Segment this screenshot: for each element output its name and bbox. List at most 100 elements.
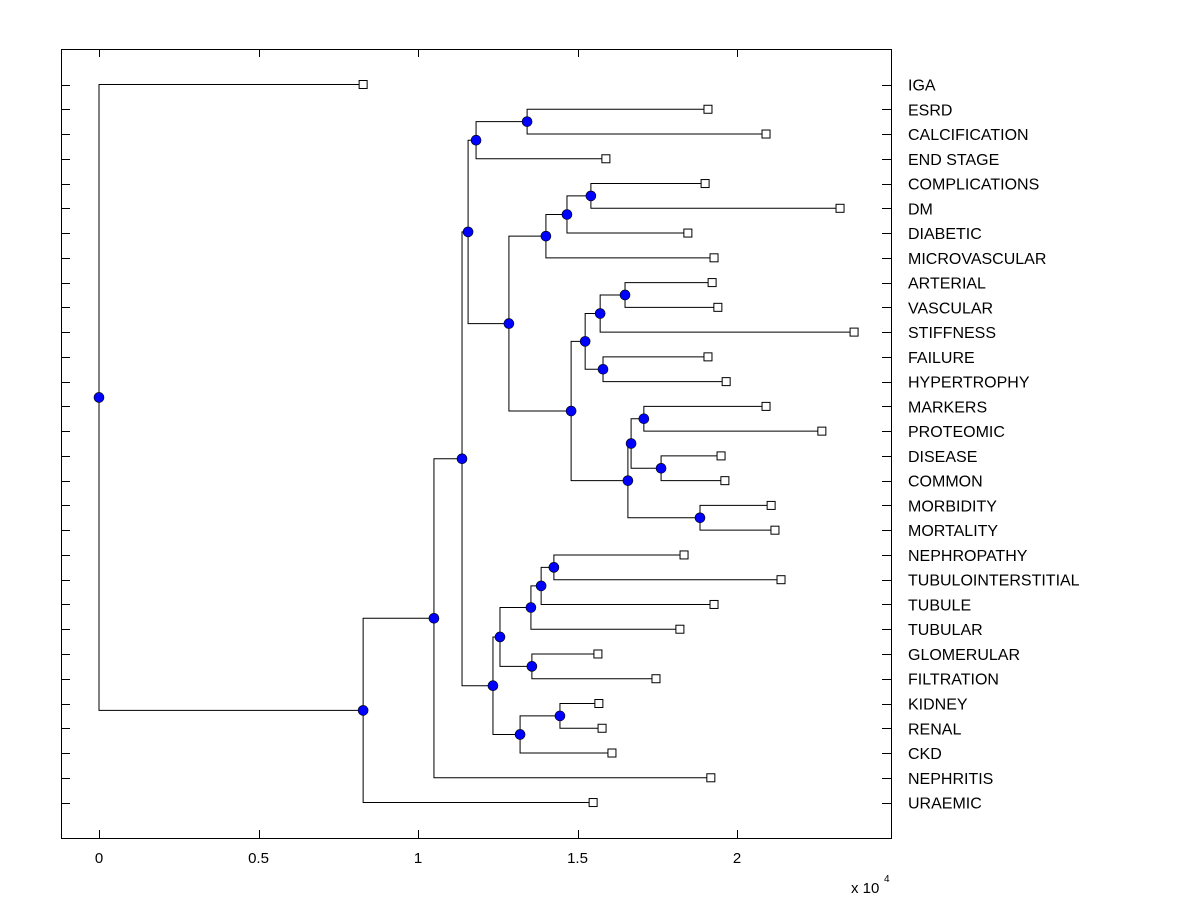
node-marker <box>694 512 706 524</box>
branch-line <box>559 703 599 716</box>
branch-line <box>531 653 598 667</box>
branch-line <box>526 108 708 122</box>
node-marker <box>525 602 537 613</box>
leaf-marker <box>849 327 859 337</box>
leaf-label: MARKERS <box>908 399 987 416</box>
leaf-marker <box>683 228 693 238</box>
branch-line <box>461 458 493 687</box>
leaf-markers <box>358 80 859 808</box>
x-multiplier-label: x 10 <box>851 880 879 897</box>
leaf-marker <box>358 80 368 89</box>
leaf-label: GLOMERULAR <box>908 647 1020 664</box>
leaf-label: END STAGE <box>908 152 999 169</box>
branch-line <box>584 341 604 370</box>
leaf-label: PROTEOMIC <box>908 424 1005 441</box>
node-marker <box>503 318 515 329</box>
leaf-label: VASCULAR <box>908 300 993 317</box>
leaf-label: NEPHROPATHY <box>908 548 1028 565</box>
node-marker <box>585 190 597 202</box>
leaf-marker <box>597 723 607 733</box>
branch-line <box>492 685 521 735</box>
branch-line <box>433 458 463 619</box>
node-marker <box>514 729 526 740</box>
leaf-marker <box>675 624 685 634</box>
leaf-marker <box>601 154 611 164</box>
leaf-marker <box>761 129 771 139</box>
branch-line <box>362 617 434 711</box>
branch-line <box>540 585 715 605</box>
branch-line <box>545 213 567 237</box>
leaf-marker <box>679 550 689 560</box>
branch-line <box>475 140 606 160</box>
leaf-marker <box>700 179 710 189</box>
branch-line <box>499 636 532 667</box>
leaf-label: DIABETIC <box>908 226 982 243</box>
leaf-label: COMMON <box>908 474 983 491</box>
x-multiplier-exponent: 4 <box>884 874 890 885</box>
x-tick-label: 1 <box>414 850 422 867</box>
branch-line <box>553 554 685 568</box>
branch-line <box>602 369 727 383</box>
x-tick-label: 0 <box>95 850 103 867</box>
branch-line <box>599 313 855 333</box>
branch-line <box>566 214 688 234</box>
leaf-label: URAEMIC <box>908 796 982 813</box>
leaf-labels: IGA ESRD CALCIFICATION END STAGE COMPLICATIO… <box>908 78 1080 813</box>
branch-line <box>699 517 775 531</box>
branch-line <box>599 294 626 314</box>
leaf-label: COMPLICATIONS <box>908 177 1039 194</box>
leaf-label: ESRD <box>908 102 952 119</box>
node-marker <box>597 363 609 375</box>
branch-line <box>508 323 572 412</box>
leaf-label: NEPHRITIS <box>908 771 993 788</box>
leaf-label: CKD <box>908 746 942 763</box>
node-marker <box>548 562 560 573</box>
leaf-label: FAILURE <box>908 350 975 367</box>
leaf-label: FILTRATION <box>908 672 999 689</box>
leaf-marker <box>716 451 726 461</box>
node-marker <box>594 308 606 319</box>
node-marker <box>622 475 634 486</box>
leaf-label: DM <box>908 201 933 218</box>
branch-line <box>590 195 841 209</box>
branch-line <box>492 636 500 686</box>
branch-line <box>559 715 603 729</box>
leaf-label: IGA <box>908 78 936 95</box>
leaf-label: STIFFNESS <box>908 325 996 342</box>
branch-line <box>467 231 509 325</box>
branch-line <box>519 715 560 735</box>
leaf-marker <box>703 104 713 114</box>
leaf-label: MORTALITY <box>908 523 998 540</box>
node-marker <box>554 710 566 722</box>
branch-line <box>499 607 531 637</box>
leaf-label: DISEASE <box>908 449 977 466</box>
leaf-marker <box>703 352 713 362</box>
leaf-label: TUBULE <box>908 597 971 614</box>
leaf-marker <box>770 525 780 535</box>
branch-line <box>362 710 594 804</box>
branch-line <box>526 121 767 135</box>
node-marker <box>625 438 637 449</box>
node-marker <box>535 580 547 592</box>
leaf-label: RENAL <box>908 721 961 738</box>
node-marker <box>487 680 499 692</box>
branch-line <box>627 480 700 519</box>
branch-line <box>508 235 546 324</box>
node-marker <box>494 631 506 643</box>
node-markers <box>93 116 706 740</box>
axes-frame <box>61 49 892 839</box>
branch-line <box>461 231 469 459</box>
node-marker <box>565 405 577 417</box>
leaf-marker <box>607 748 617 758</box>
node-marker <box>428 612 440 624</box>
branch-line <box>475 121 528 141</box>
leaf-marker <box>713 302 723 312</box>
branch-line <box>531 666 656 680</box>
branch-line <box>570 340 586 412</box>
node-marker <box>456 453 468 465</box>
leaf-marker <box>706 773 716 783</box>
leaf-marker <box>721 377 731 387</box>
branch-line <box>660 468 725 482</box>
leaf-label: CALCIFICATION <box>908 127 1029 144</box>
